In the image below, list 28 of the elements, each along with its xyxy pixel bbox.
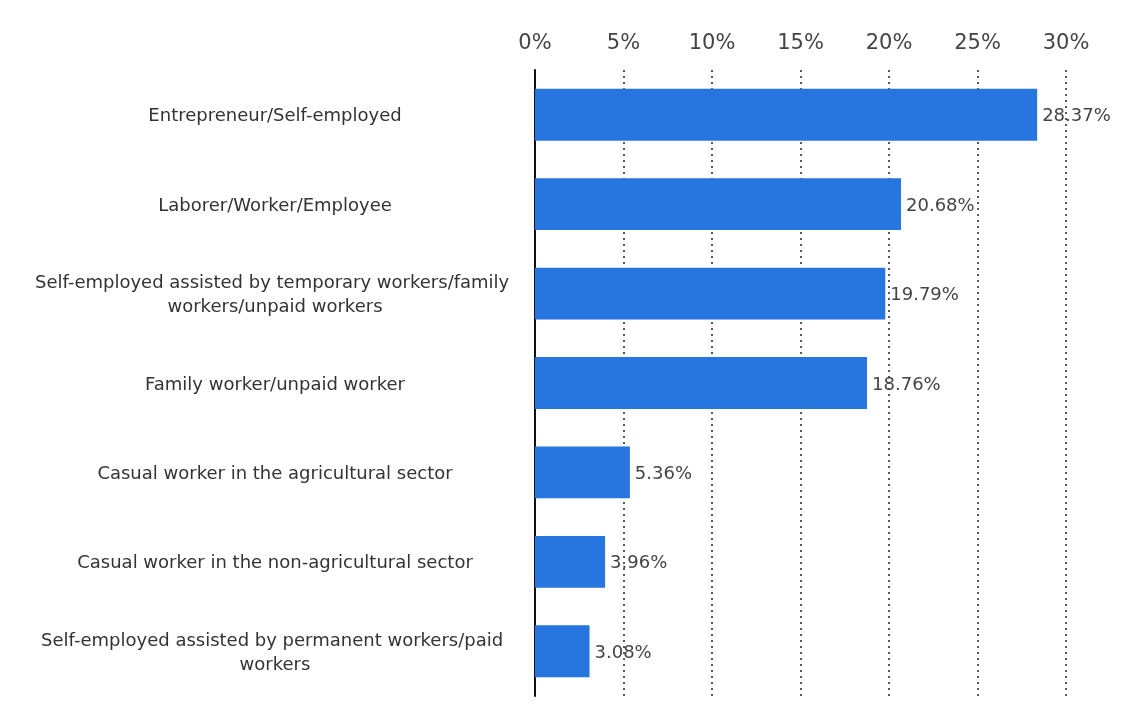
data-label: 28.37% <box>1042 104 1111 126</box>
data-label: 18.76% <box>872 372 941 394</box>
y-tick-label: Self-employed assisted by temporary workers/family workers/unpaid workers <box>35 271 515 317</box>
data-label: 3.08% <box>594 640 652 662</box>
bar <box>535 88 1038 141</box>
x-tick-label: 30% <box>1042 29 1090 54</box>
y-tick-label: Self-employed assisted by permanent workers/paid workers <box>41 628 509 674</box>
y-tick-label: Casual worker in the non-agricultural sector <box>77 551 474 573</box>
x-tick-label: 25% <box>954 29 1001 54</box>
bar <box>535 625 590 678</box>
y-tick-label: Entrepreneur/Self-employed <box>148 104 402 126</box>
bar <box>535 535 606 588</box>
y-tick-label: Laborer/Worker/Employee <box>158 193 392 215</box>
bar <box>535 178 902 231</box>
bar <box>535 357 868 409</box>
bar <box>535 446 630 499</box>
x-tick-label: 20% <box>865 29 913 54</box>
x-tick-label: 15% <box>777 29 824 54</box>
bar <box>535 267 886 320</box>
data-label: 19.79% <box>890 283 959 305</box>
y-tick-label: Casual worker in the agricultural sector <box>97 461 454 483</box>
x-tick-label: 5% <box>606 29 641 54</box>
x-tick-label: 10% <box>688 29 736 54</box>
y-tick-label: Family worker/unpaid worker <box>145 372 406 394</box>
data-label: 3.96% <box>610 551 668 573</box>
data-label: 20.68% <box>906 193 975 215</box>
data-label: 5.36% <box>634 461 693 483</box>
x-tick-label: 0% <box>518 29 552 54</box>
